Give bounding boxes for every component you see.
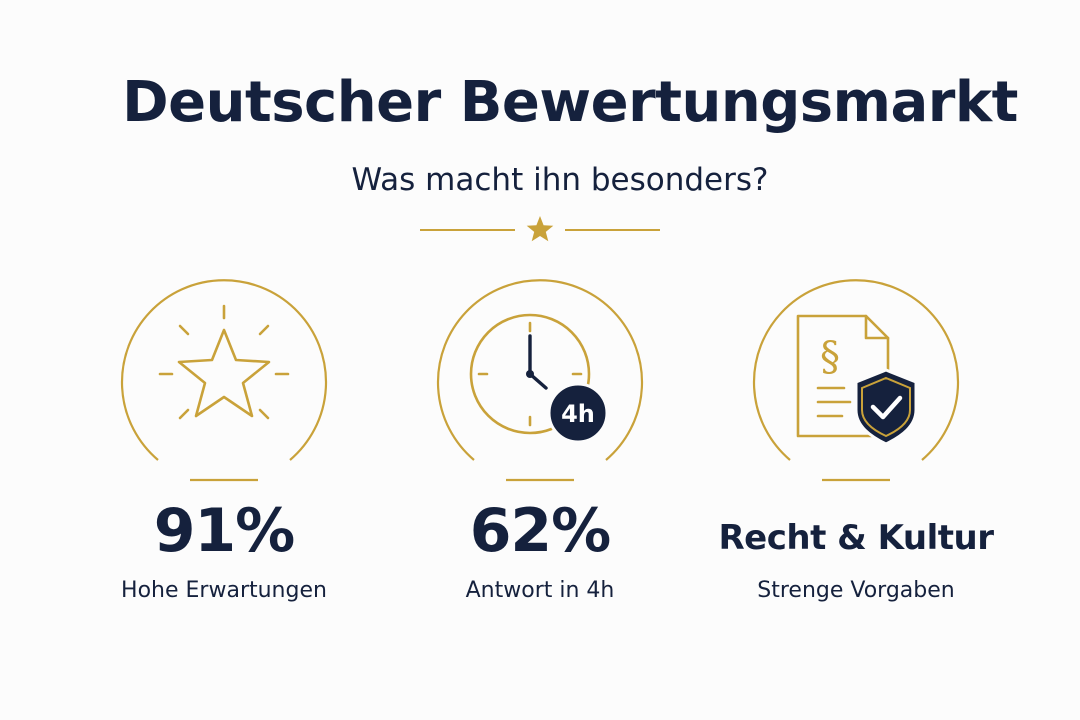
stat-value: 91%: [153, 496, 296, 566]
feature-arc: [436, 279, 644, 482]
page-title: Deutscher Bewertungsmarkt: [122, 70, 1018, 135]
feature-arc: [120, 279, 328, 482]
svg-text:4h: 4h: [561, 400, 595, 428]
stat-label: Hohe Erwartungen: [121, 578, 327, 603]
star-divider: [420, 216, 660, 242]
star-icon: [158, 304, 290, 420]
feature-card-expectations: 91% Hohe Erwartungen: [114, 268, 334, 628]
shield-check-icon: [854, 368, 918, 446]
stat-value: 62%: [469, 496, 612, 566]
stat-value: Recht & Kultur: [718, 518, 994, 558]
legal-document-shield-icon: §: [796, 314, 918, 446]
feature-card-response: 4h 62% Antwort in 4h: [430, 268, 650, 628]
feature-card-law-culture: § Recht & Kultur Strenge Vorgaben: [718, 268, 994, 628]
divider-star-icon: [526, 216, 554, 242]
stat-label: Antwort in 4h: [465, 578, 615, 603]
page-subtitle: Was macht ihn besonders?: [351, 162, 769, 198]
clock-icon: 4h: [469, 313, 609, 444]
badge-4h: 4h: [547, 382, 609, 444]
paragraph-icon: §: [820, 334, 840, 380]
stat-label: Strenge Vorgaben: [757, 578, 955, 603]
feature-arc: [752, 279, 960, 482]
